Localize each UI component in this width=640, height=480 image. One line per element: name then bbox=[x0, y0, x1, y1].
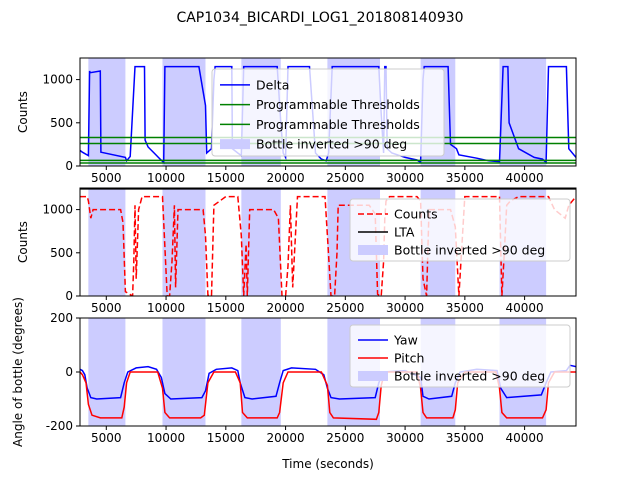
x-tick-label: 30000 bbox=[386, 301, 424, 315]
subplot-1: 5000 10000 15000 20000 25000 30000 35000 40000 0… bbox=[16, 57, 577, 185]
x-tick-label: 25000 bbox=[326, 301, 364, 315]
x-tick-label: 40000 bbox=[506, 301, 544, 315]
x-tick-label: 40000 bbox=[506, 171, 544, 185]
legend: Yaw Pitch Bottle inverted >90 deg bbox=[349, 324, 571, 388]
inverted-band bbox=[162, 58, 206, 166]
legend-item: Programmable Thresholds bbox=[220, 117, 420, 132]
legend-item: Bottle inverted >90 deg bbox=[220, 137, 407, 152]
legend-label: Yaw bbox=[393, 333, 418, 348]
legend-box bbox=[211, 68, 445, 157]
x-tick-label: 25000 bbox=[326, 431, 364, 445]
x-tick-label: 10000 bbox=[147, 431, 185, 445]
legend-label: Pitch bbox=[394, 351, 424, 366]
x-tick-label: 30000 bbox=[386, 431, 424, 445]
legend-box bbox=[349, 198, 571, 262]
x-tick-label: 10000 bbox=[147, 301, 185, 315]
legend-item: Delta bbox=[220, 77, 289, 92]
y-tick-label: 1000 bbox=[42, 73, 73, 87]
x-tick-label: 20000 bbox=[266, 431, 304, 445]
axes-frame bbox=[79, 187, 577, 297]
x-tick-label: 15000 bbox=[207, 171, 245, 185]
y-axis-label: Counts bbox=[16, 221, 30, 263]
legend-label: Bottle inverted >90 deg bbox=[394, 243, 545, 258]
x-tick-label: 5000 bbox=[91, 171, 122, 185]
y-axis-label: Counts bbox=[16, 91, 30, 133]
y-tick-label: 500 bbox=[50, 246, 73, 260]
x-tick-label: 35000 bbox=[446, 431, 484, 445]
legend-label: LTA bbox=[394, 225, 415, 240]
inverted-band bbox=[162, 188, 206, 296]
legend: Counts LTA Bottle inverted >90 deg bbox=[349, 198, 571, 262]
legend-label: Bottle inverted >90 deg bbox=[256, 137, 407, 152]
y-tick-label: 0 bbox=[65, 159, 73, 173]
legend-item: Pitch bbox=[358, 351, 424, 366]
x-tick-label: 5000 bbox=[91, 431, 122, 445]
legend-swatch bbox=[358, 371, 388, 381]
subplot-2: 5000 10000 15000 20000 25000 30000 35000 40000 0… bbox=[16, 187, 577, 315]
legend-label: Programmable Thresholds bbox=[256, 117, 420, 132]
y-tick-label: 0 bbox=[65, 289, 73, 303]
y-tick-label: 1000 bbox=[42, 203, 73, 217]
x-tick-label: 25000 bbox=[326, 171, 364, 185]
y-tick-label: 500 bbox=[50, 116, 73, 130]
x-tick-label: 40000 bbox=[506, 431, 544, 445]
inverted-band bbox=[88, 58, 126, 166]
legend-label: Bottle inverted >90 deg bbox=[394, 369, 545, 384]
x-tick-label: 20000 bbox=[266, 301, 304, 315]
x-axis-label: Time (seconds) bbox=[281, 457, 374, 471]
legend-item: Counts bbox=[358, 207, 438, 222]
y-tick-label: 0 bbox=[65, 365, 73, 379]
legend-item: Programmable Thresholds bbox=[220, 97, 420, 112]
inverted-band bbox=[88, 318, 126, 426]
legend-swatch bbox=[220, 139, 250, 150]
subplot-3: 5000 10000 15000 20000 25000 30000 35000 40000 -… bbox=[11, 297, 577, 471]
legend-label: Counts bbox=[394, 207, 438, 222]
inverted-band bbox=[241, 318, 281, 426]
legend-swatch bbox=[358, 245, 388, 255]
figure-title: CAP1034_BICARDI_LOG1_201808140930 bbox=[176, 10, 463, 26]
x-tick-label: 5000 bbox=[91, 301, 122, 315]
x-tick-label: 35000 bbox=[446, 171, 484, 185]
subplots: 5000 10000 15000 20000 25000 30000 35000 400000… bbox=[11, 57, 577, 471]
y-axis-label: Angle of bottle (degrees) bbox=[11, 297, 25, 447]
x-tick-label: 30000 bbox=[386, 171, 424, 185]
legend-box bbox=[349, 324, 571, 388]
x-tick-label: 35000 bbox=[446, 301, 484, 315]
legend: Delta Programmable Thresholds Programmable… bbox=[211, 68, 445, 157]
y-tick-label: -200 bbox=[46, 419, 73, 433]
series-line-delta bbox=[80, 65, 576, 165]
inverted-band bbox=[499, 58, 547, 166]
axes-frame bbox=[79, 57, 577, 167]
legend-label: Programmable Thresholds bbox=[256, 97, 420, 112]
legend-item: LTA bbox=[358, 225, 415, 240]
inverted-band bbox=[162, 318, 206, 426]
x-tick-label: 10000 bbox=[147, 171, 185, 185]
legend-item: Bottle inverted >90 deg bbox=[358, 243, 545, 258]
legend-item: Yaw bbox=[358, 333, 418, 348]
legend-label: Delta bbox=[256, 77, 289, 92]
inverted-band bbox=[88, 188, 126, 296]
legend-item: Bottle inverted >90 deg bbox=[358, 369, 545, 384]
x-tick-label: 20000 bbox=[266, 171, 304, 185]
x-tick-label: 15000 bbox=[207, 301, 245, 315]
x-tick-label: 15000 bbox=[207, 431, 245, 445]
y-tick-label: 200 bbox=[50, 311, 73, 325]
